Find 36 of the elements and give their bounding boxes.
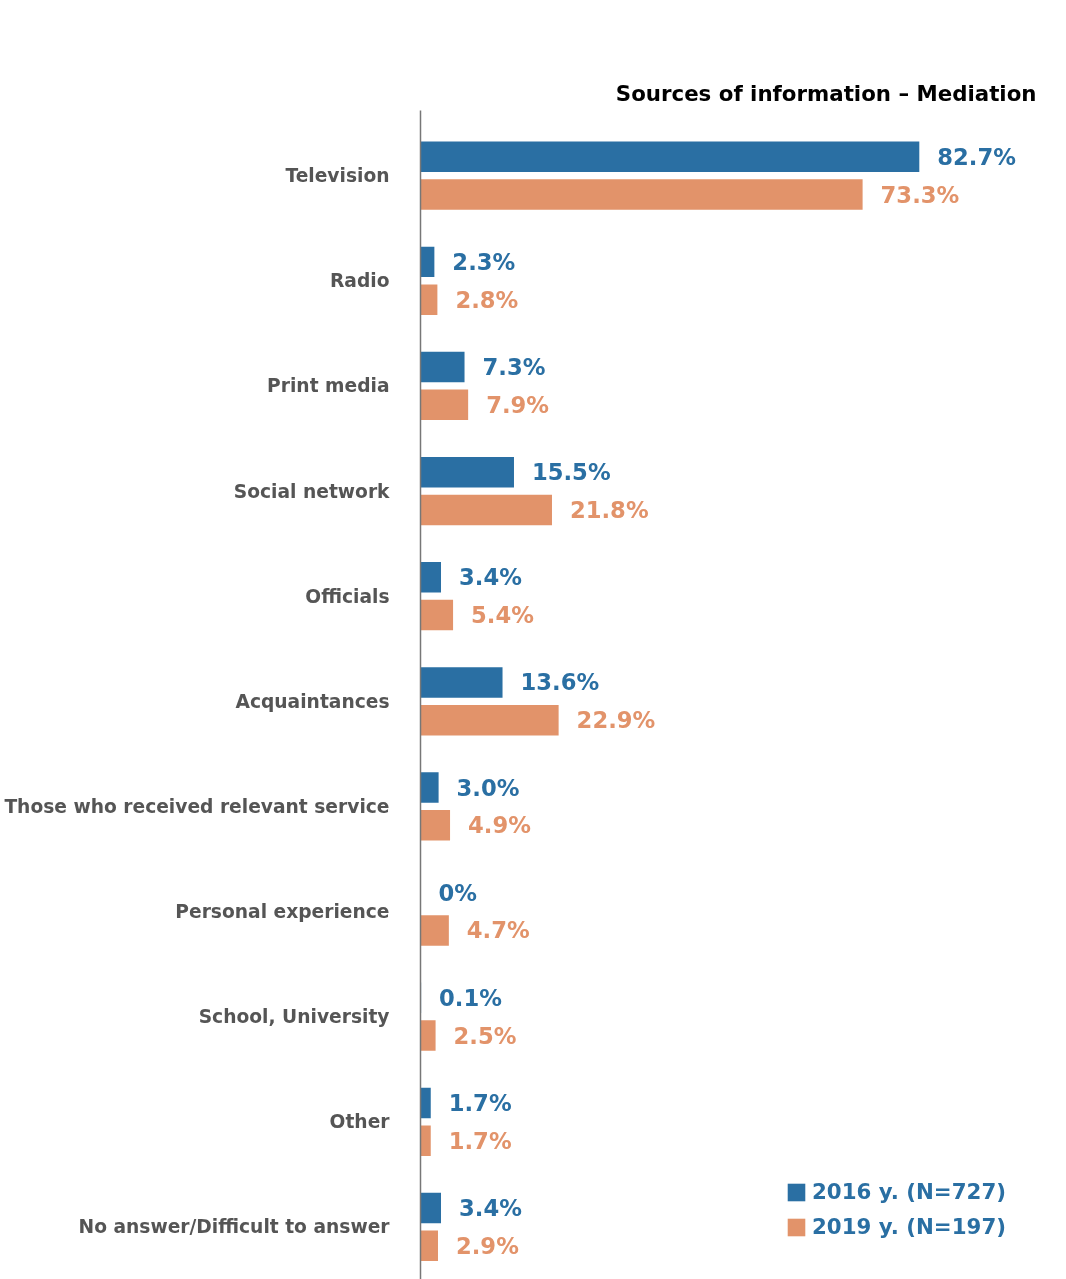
data-label: 15.5% bbox=[531, 459, 611, 486]
y-tick-label: Those who received relevant service bbox=[4, 795, 390, 817]
y-tick-label: Television bbox=[285, 165, 390, 187]
data-label: 5.4% bbox=[471, 602, 534, 629]
data-label: 82.7% bbox=[937, 143, 1016, 170]
y-tick-label: Other bbox=[329, 1111, 391, 1133]
data-label: 2.8% bbox=[455, 286, 519, 313]
data-label: 2.5% bbox=[453, 1022, 517, 1049]
chart-title: Sources of information – Mediation bbox=[615, 80, 1037, 106]
y-tick-label: Radio bbox=[329, 270, 390, 292]
data-label: 3.4% bbox=[459, 1195, 522, 1222]
data-label: 4.7% bbox=[466, 917, 530, 944]
legend-label: 2016 y. (N=727) bbox=[812, 1179, 1006, 1204]
data-label: 1.7% bbox=[448, 1127, 512, 1154]
data-label: 2.9% bbox=[455, 1232, 519, 1259]
legend-label: 2019 y. (N=197) bbox=[812, 1214, 1006, 1239]
data-label: 3.4% bbox=[459, 564, 522, 591]
data-label: 7.3% bbox=[482, 354, 546, 381]
y-tick-label: School, University bbox=[198, 1006, 390, 1028]
data-label: 73.3% bbox=[880, 181, 960, 208]
data-label: 21.8% bbox=[569, 496, 649, 523]
y-tick-label: Print media bbox=[267, 375, 390, 397]
y-tick-label: No answer/Difficult to answer bbox=[78, 1216, 391, 1238]
y-tick-label: Officials bbox=[305, 585, 390, 607]
data-label: 7.9% bbox=[486, 391, 549, 418]
y-tick-label: Acquaintances bbox=[235, 690, 390, 712]
data-label: 13.6% bbox=[520, 669, 600, 696]
data-label: 0.1% bbox=[439, 984, 502, 1011]
data-label: 0% bbox=[438, 879, 477, 906]
data-label: 3.0% bbox=[456, 774, 520, 801]
data-label: 4.9% bbox=[468, 812, 531, 839]
y-tick-label: Personal experience bbox=[175, 901, 390, 923]
data-label: 2.3% bbox=[452, 248, 516, 275]
data-label: 1.7% bbox=[448, 1089, 512, 1116]
y-tick-label: Social network bbox=[233, 480, 391, 502]
data-label: 22.9% bbox=[576, 707, 656, 734]
